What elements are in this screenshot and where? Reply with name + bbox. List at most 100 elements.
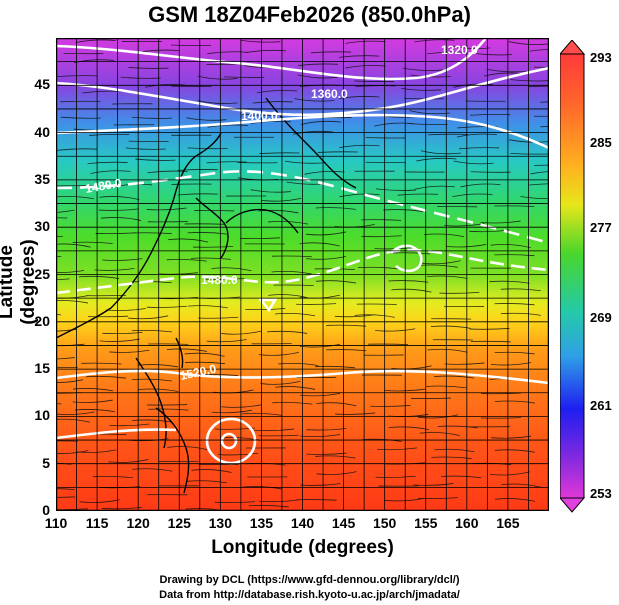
streamline bbox=[306, 428, 347, 431]
streamline bbox=[317, 151, 358, 153]
streamline bbox=[245, 49, 286, 54]
streamline bbox=[414, 39, 455, 43]
contour-label: 1400.0 bbox=[241, 109, 278, 123]
streamline bbox=[56, 357, 75, 360]
streamline bbox=[56, 508, 89, 511]
y-tick-label: 30 bbox=[34, 218, 50, 235]
streamline bbox=[56, 300, 89, 304]
streamline bbox=[187, 232, 228, 235]
streamline bbox=[427, 348, 468, 353]
streamline bbox=[268, 294, 309, 299]
streamline bbox=[339, 55, 380, 58]
streamline bbox=[131, 329, 172, 333]
streamline bbox=[146, 305, 187, 308]
streamline bbox=[98, 208, 139, 211]
streamline bbox=[108, 459, 149, 463]
streamline bbox=[500, 312, 541, 316]
streamline bbox=[56, 418, 91, 423]
x-tick-label: 150 bbox=[372, 515, 397, 531]
streamline bbox=[185, 361, 226, 365]
streamline bbox=[310, 51, 351, 54]
x-axis-title: Longitude (degrees) bbox=[211, 537, 394, 558]
streamline bbox=[300, 483, 341, 486]
streamline bbox=[259, 152, 300, 154]
streamline bbox=[339, 193, 380, 198]
contour-label: 1480.0 bbox=[201, 273, 238, 287]
streamline bbox=[300, 392, 341, 397]
streamline bbox=[206, 161, 247, 164]
streamline bbox=[383, 209, 424, 212]
streamline bbox=[187, 480, 228, 484]
streamline bbox=[186, 117, 227, 121]
streamline bbox=[252, 101, 293, 104]
streamline bbox=[81, 362, 122, 365]
colorbar-tick-label: 261 bbox=[590, 398, 612, 413]
streamline bbox=[109, 423, 150, 427]
streamline bbox=[301, 120, 342, 125]
colorbar: 293 285 277 269 261 253 bbox=[560, 40, 612, 513]
streamline bbox=[79, 275, 120, 279]
streamline bbox=[257, 89, 298, 94]
x-tick-label: 135 bbox=[249, 515, 274, 531]
streamline bbox=[456, 133, 497, 138]
streamline bbox=[437, 425, 478, 429]
streamline bbox=[56, 488, 75, 490]
streamline bbox=[472, 52, 513, 56]
x-tick-label: 130 bbox=[208, 515, 232, 531]
x-tick-label: 120 bbox=[126, 515, 150, 531]
streamline bbox=[305, 256, 347, 260]
streamline bbox=[489, 280, 530, 284]
y-tick-label: 35 bbox=[34, 170, 50, 187]
streamline bbox=[427, 275, 468, 279]
streamline bbox=[339, 144, 380, 149]
streamline bbox=[146, 207, 187, 211]
lat-lon-grid bbox=[56, 38, 549, 511]
streamline bbox=[128, 315, 169, 320]
streamline bbox=[410, 397, 451, 399]
x-tick-label: 110 bbox=[44, 515, 68, 531]
streamline bbox=[470, 114, 511, 116]
streamline bbox=[102, 331, 143, 335]
streamline bbox=[56, 379, 84, 383]
streamline bbox=[206, 339, 247, 343]
y-tick-label: 20 bbox=[34, 312, 50, 329]
streamline bbox=[431, 456, 472, 459]
colorbar-tick-label: 277 bbox=[590, 220, 612, 235]
streamline bbox=[315, 207, 356, 210]
streamline bbox=[99, 338, 140, 342]
streamline bbox=[125, 147, 166, 150]
streamline bbox=[354, 314, 395, 318]
streamline bbox=[109, 349, 150, 353]
streamline bbox=[361, 235, 402, 238]
streamline bbox=[272, 401, 313, 405]
streamline bbox=[56, 195, 95, 200]
streamline bbox=[56, 313, 62, 316]
streamline bbox=[299, 242, 340, 247]
streamline bbox=[207, 124, 248, 128]
streamline bbox=[326, 324, 367, 327]
streamline bbox=[258, 351, 299, 356]
streamline bbox=[240, 39, 281, 43]
streamline bbox=[148, 343, 189, 345]
streamline bbox=[271, 270, 312, 275]
streamline bbox=[273, 284, 314, 287]
streamline bbox=[481, 417, 522, 419]
colorbar-tick-label: 285 bbox=[590, 135, 612, 150]
streamline bbox=[190, 257, 232, 260]
streamline bbox=[197, 75, 238, 80]
streamline bbox=[166, 258, 207, 262]
streamline bbox=[388, 280, 429, 283]
streamline bbox=[82, 90, 123, 94]
streamline bbox=[75, 39, 116, 43]
streamline bbox=[410, 74, 451, 78]
streamline bbox=[419, 431, 460, 437]
streamline bbox=[105, 308, 146, 311]
streamline bbox=[469, 327, 510, 330]
streamline bbox=[520, 196, 549, 200]
streamline bbox=[370, 405, 411, 407]
streamline bbox=[198, 316, 239, 319]
streamline bbox=[494, 351, 535, 355]
streamline bbox=[56, 209, 75, 213]
streamline bbox=[339, 96, 380, 99]
colorbar-tick-label: 269 bbox=[590, 310, 612, 325]
